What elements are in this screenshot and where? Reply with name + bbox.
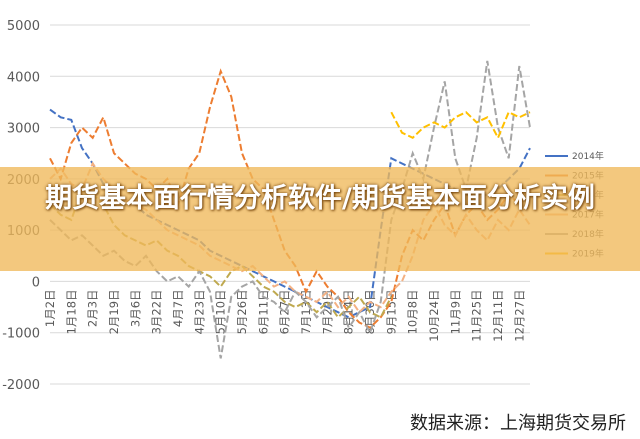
y-tick-label: 5000 <box>7 19 40 34</box>
x-tick-label: 5月26日 <box>235 289 249 334</box>
x-tick-label: 6月11日 <box>256 289 270 334</box>
y-tick-label: 3000 <box>7 122 40 137</box>
x-tick-label: 2月3日 <box>86 289 100 327</box>
banner <box>0 167 640 271</box>
x-tick-label: 12月11日 <box>491 289 505 341</box>
x-tick-label: 5月10日 <box>214 289 228 334</box>
y-tick-label: 0 <box>32 275 40 290</box>
y-tick-label: 4000 <box>7 70 40 85</box>
y-tick-label: -2000 <box>2 378 40 393</box>
x-tick-label: 2月19日 <box>107 289 121 334</box>
x-tick-label: 7月29日 <box>320 289 334 334</box>
series-line <box>390 110 531 141</box>
banner-title: 期货基本面行情分析软件/期货基本面分析实例 <box>45 183 595 214</box>
x-tick-label: 7月13日 <box>299 289 313 334</box>
x-tick-label: 11月25日 <box>470 289 484 341</box>
legend-label: 2014年 <box>572 150 604 162</box>
x-tick-label: 10月8日 <box>406 289 420 334</box>
x-tick-label: 6月27日 <box>278 289 292 334</box>
x-tick-label: 12月27日 <box>512 289 526 341</box>
x-tick-label: 3月22日 <box>150 289 164 334</box>
y-tick-label: -1000 <box>2 327 40 342</box>
x-tick-label: 3月6日 <box>128 289 142 327</box>
x-tick-label: 10月24日 <box>427 289 441 341</box>
x-tick-label: 4月7日 <box>171 289 185 327</box>
x-tick-label: 1月18日 <box>64 289 78 334</box>
x-tick-label: 11月9日 <box>448 289 462 334</box>
x-tick-label: 4月23日 <box>192 289 206 334</box>
x-tick-label: 9月15日 <box>384 289 398 334</box>
source-note: 数据来源：上海期货交易所 <box>410 413 626 434</box>
x-tick-label: 1月2日 <box>43 289 57 327</box>
